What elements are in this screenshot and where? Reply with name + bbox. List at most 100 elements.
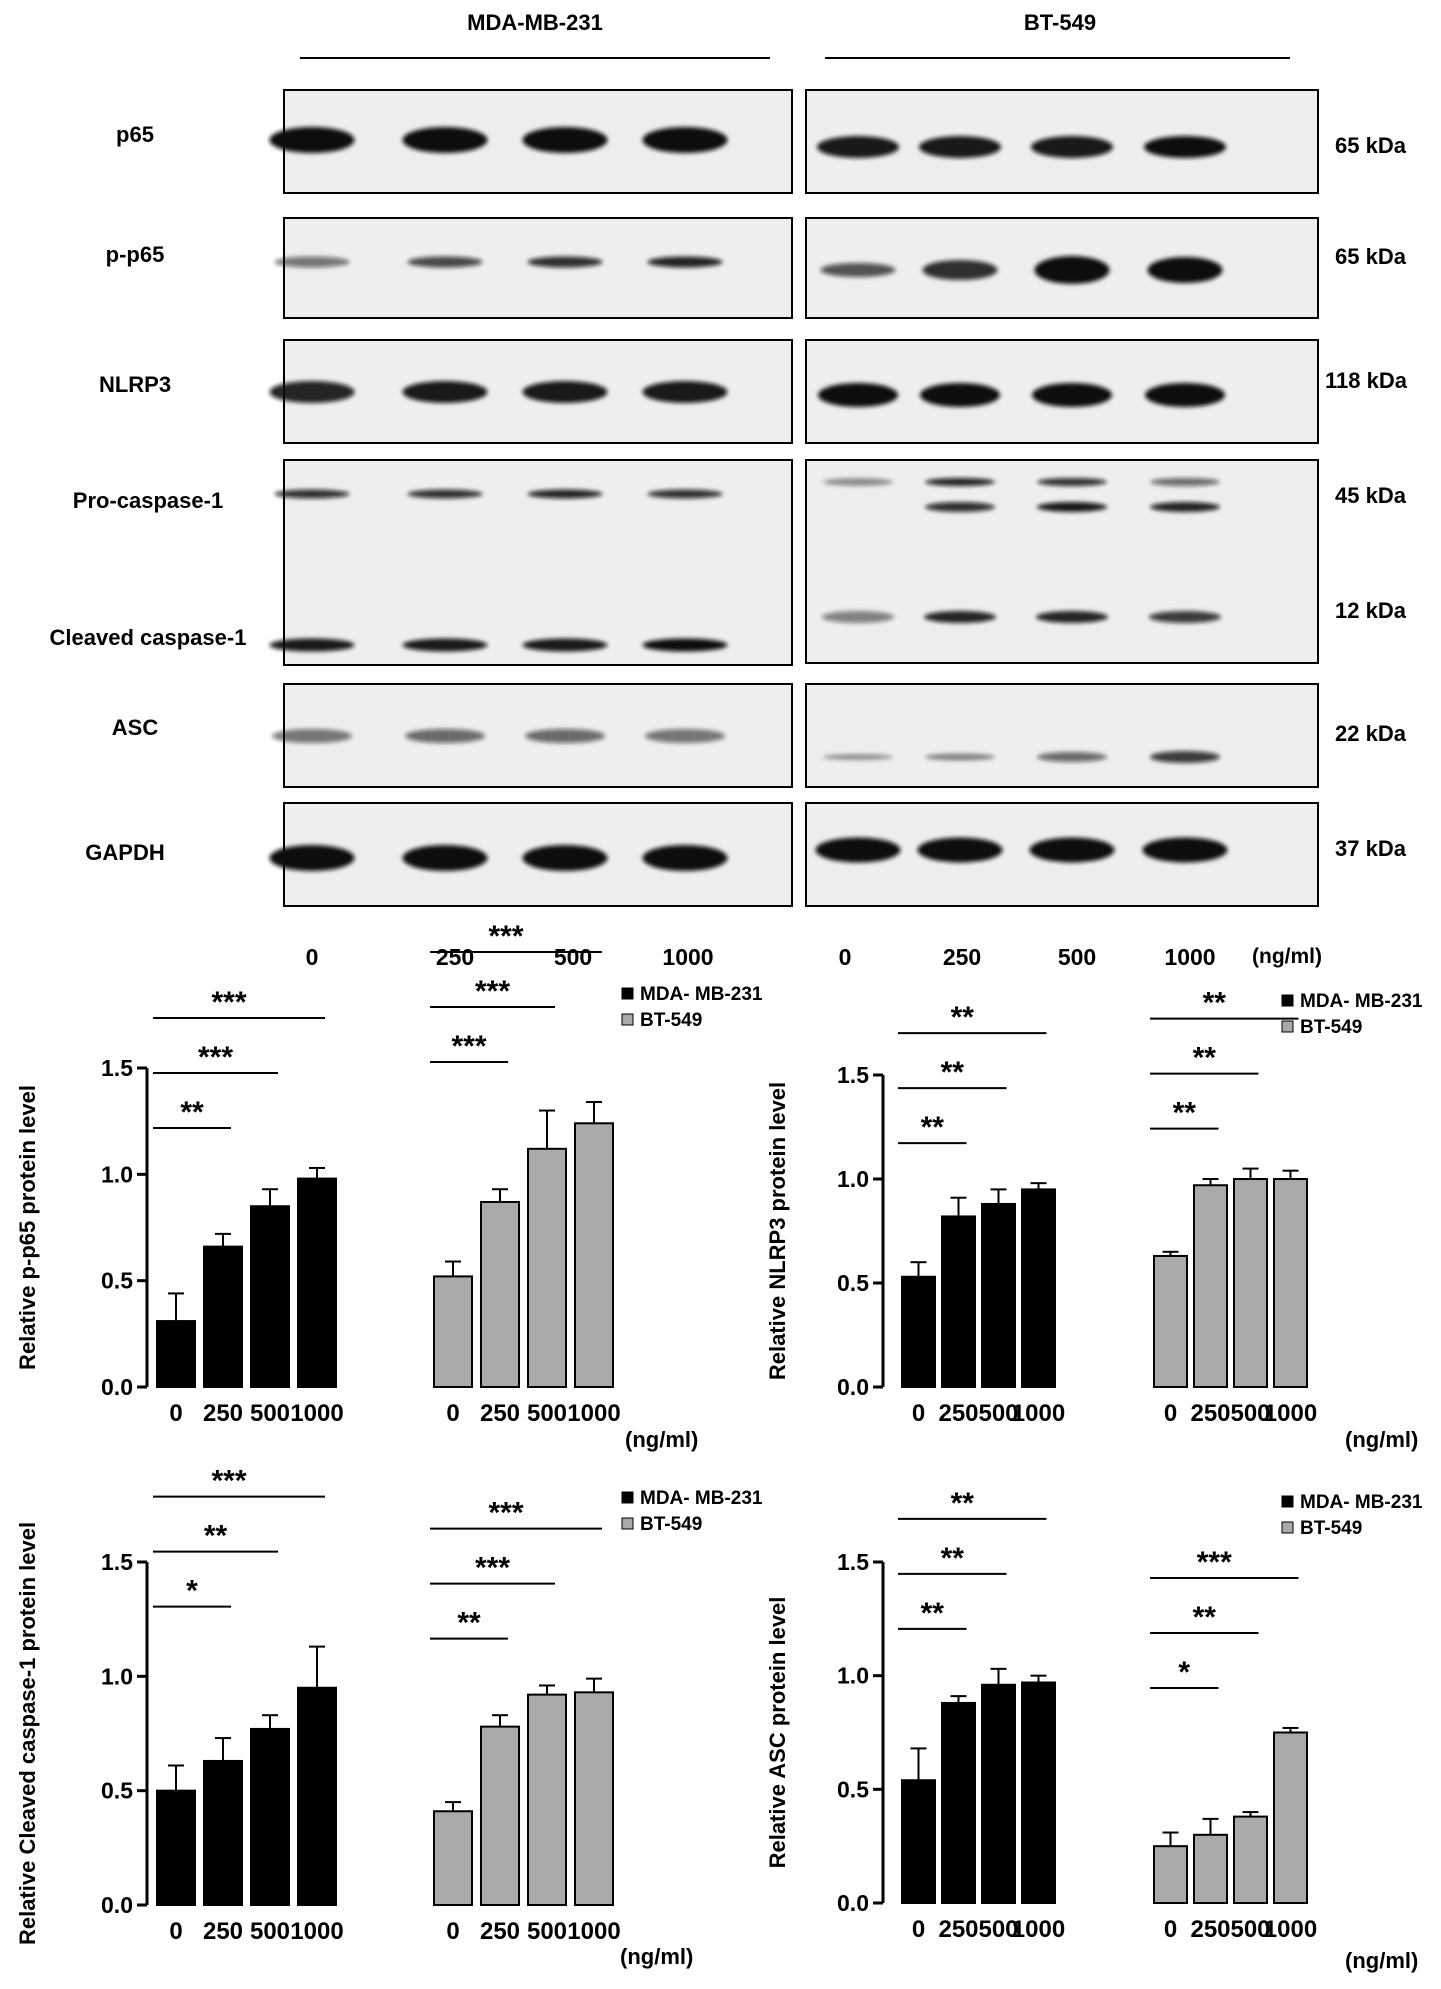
x-tick-label: 500 [527, 1918, 567, 1945]
band-p65-bt-2 [1031, 136, 1113, 158]
band-gapdh-bt-0 [815, 837, 901, 863]
kda-label-p65: 65 kDa [1335, 133, 1407, 158]
band-p-p65-bt-2 [1034, 256, 1110, 284]
protein-label-nlrp3: NLRP3 [99, 372, 171, 397]
y-tick-label: 0.5 [101, 1778, 133, 1804]
band-p-p65-mda-3 [647, 256, 723, 268]
blot-dose-mda-2: 500 [554, 944, 592, 970]
bar [1193, 1184, 1228, 1388]
chart-2: 0.0 0.5 1.0 1.5 Relative Cleaved caspase-1 p… [15, 1465, 763, 1969]
legend-label: MDA- MB-231 [640, 984, 763, 1005]
significance-stars: ** [1193, 1601, 1217, 1634]
legend-label: BT-549 [640, 1010, 702, 1031]
blot-dose-bt-2: 500 [1058, 944, 1096, 970]
legend-label: BT-549 [1300, 1017, 1362, 1038]
band-asc-bt-3 [1150, 751, 1220, 763]
significance-stars: ** [1193, 1042, 1217, 1075]
band-p65-mda-3 [642, 127, 728, 153]
x-tick-label: 250 [1190, 1400, 1230, 1427]
x-tick-label: 500 [527, 1400, 567, 1427]
x-tick-label: 500 [978, 1916, 1018, 1943]
x-unit-label: (ng/ml) [1345, 1948, 1418, 1973]
blot-panel-gapdh-bt [805, 802, 1319, 907]
legend-swatch [621, 1517, 634, 1530]
bar [941, 1215, 976, 1388]
legend-label: MDA- MB-231 [1300, 991, 1423, 1012]
band-gapdh-mda-1 [402, 845, 488, 871]
band-pro-caspase-1-bt-lower-2 [1037, 502, 1107, 512]
significance-stars: *** [475, 1552, 510, 1585]
y-tick-label: 0.5 [837, 1776, 869, 1802]
bar [1193, 1833, 1228, 1905]
band-cleaved-caspase-1-mda-0 [269, 638, 355, 652]
band-pro-caspase-1-bt-upper-0 [823, 478, 893, 486]
significance-stars: ** [1173, 1097, 1197, 1130]
kda-label-p-p65: 65 kDa [1335, 244, 1407, 269]
blot-dose-unit: (ng/ml) [1252, 945, 1322, 968]
bar [527, 1147, 567, 1389]
blot-panel-p-p65-mda [283, 217, 793, 319]
x-tick-label: 0 [1164, 1400, 1177, 1427]
bar-charts: 0.0 0.5 1.0 1.5 Relative p-p65 protein level… [15, 920, 1423, 1973]
x-tick-label: 500 [250, 1918, 290, 1945]
band-nlrp3-bt-0 [818, 383, 898, 407]
band-p-p65-bt-1 [922, 260, 998, 280]
blot-panel-p-p65-bt [805, 217, 1319, 319]
band-p65-bt-0 [817, 136, 899, 158]
x-tick-label: 250 [480, 1400, 520, 1427]
bar [480, 1200, 520, 1388]
bar [1233, 1178, 1268, 1388]
x-tick-label: 0 [446, 1400, 459, 1427]
protein-label-p-p65: p-p65 [106, 242, 165, 267]
bar [981, 1202, 1016, 1388]
band-pro-caspase-1-mda-1 [407, 489, 483, 499]
band-asc-bt-0 [823, 754, 893, 760]
x-tick-label: 250 [938, 1916, 978, 1943]
bar [433, 1275, 473, 1388]
legend-swatch [1281, 994, 1294, 1007]
y-tick-label: 1.5 [837, 1549, 869, 1575]
blot-membrane-9 [807, 685, 1317, 786]
blot-dose-mda-1: 250 [436, 944, 474, 970]
band-nlrp3-mda-1 [402, 381, 488, 403]
x-tick-label: 0 [446, 1918, 459, 1945]
kda-label-asc: 22 kDa [1335, 721, 1407, 746]
significance-stars: * [186, 1575, 198, 1608]
significance-stars: *** [488, 1497, 523, 1530]
band-cleaved-caspase-1-bt-1 [924, 611, 996, 623]
significance-stars: *** [1197, 1546, 1232, 1579]
y-tick-label: 0.5 [837, 1270, 869, 1296]
band-gapdh-bt-3 [1142, 837, 1228, 863]
blot-membrane-2 [285, 219, 791, 317]
legend-label: BT-549 [1300, 1518, 1362, 1539]
y-tick-label: 1.5 [101, 1549, 133, 1575]
band-pro-caspase-1-mda-2 [527, 489, 603, 499]
bar [1153, 1845, 1188, 1904]
significance-stars: ** [921, 1111, 945, 1144]
band-nlrp3-bt-1 [920, 383, 1000, 407]
significance-stars: ** [1203, 987, 1227, 1020]
bar [203, 1759, 243, 1906]
cell-line-header-mda: MDA-MB-231 [467, 10, 603, 35]
y-tick-label: 0.0 [101, 1892, 133, 1918]
bar [156, 1789, 196, 1906]
significance-stars: ** [457, 1607, 481, 1640]
x-unit-label: (ng/ml) [620, 1944, 693, 1969]
band-cleaved-caspase-1-bt-2 [1036, 611, 1108, 623]
blot-dose-bt-1: 250 [943, 944, 981, 970]
band-p65-mda-2 [522, 127, 608, 153]
band-cleaved-caspase-1-bt-3 [1149, 611, 1221, 623]
kda-label-pro-caspase-1: 45 kDa [1335, 483, 1407, 508]
blot-panel-asc-bt [805, 683, 1319, 788]
blot-dose-mda-3: 1000 [662, 944, 713, 970]
blot-dose-bt-0: 0 [839, 944, 852, 970]
y-tick-label: 1.0 [837, 1663, 869, 1689]
band-asc-mda-2 [525, 729, 605, 743]
x-tick-label: 1000 [1264, 1400, 1317, 1427]
bar [480, 1725, 520, 1907]
significance-stars: *** [211, 1465, 246, 1498]
x-unit-label: (ng/ml) [625, 1427, 698, 1452]
